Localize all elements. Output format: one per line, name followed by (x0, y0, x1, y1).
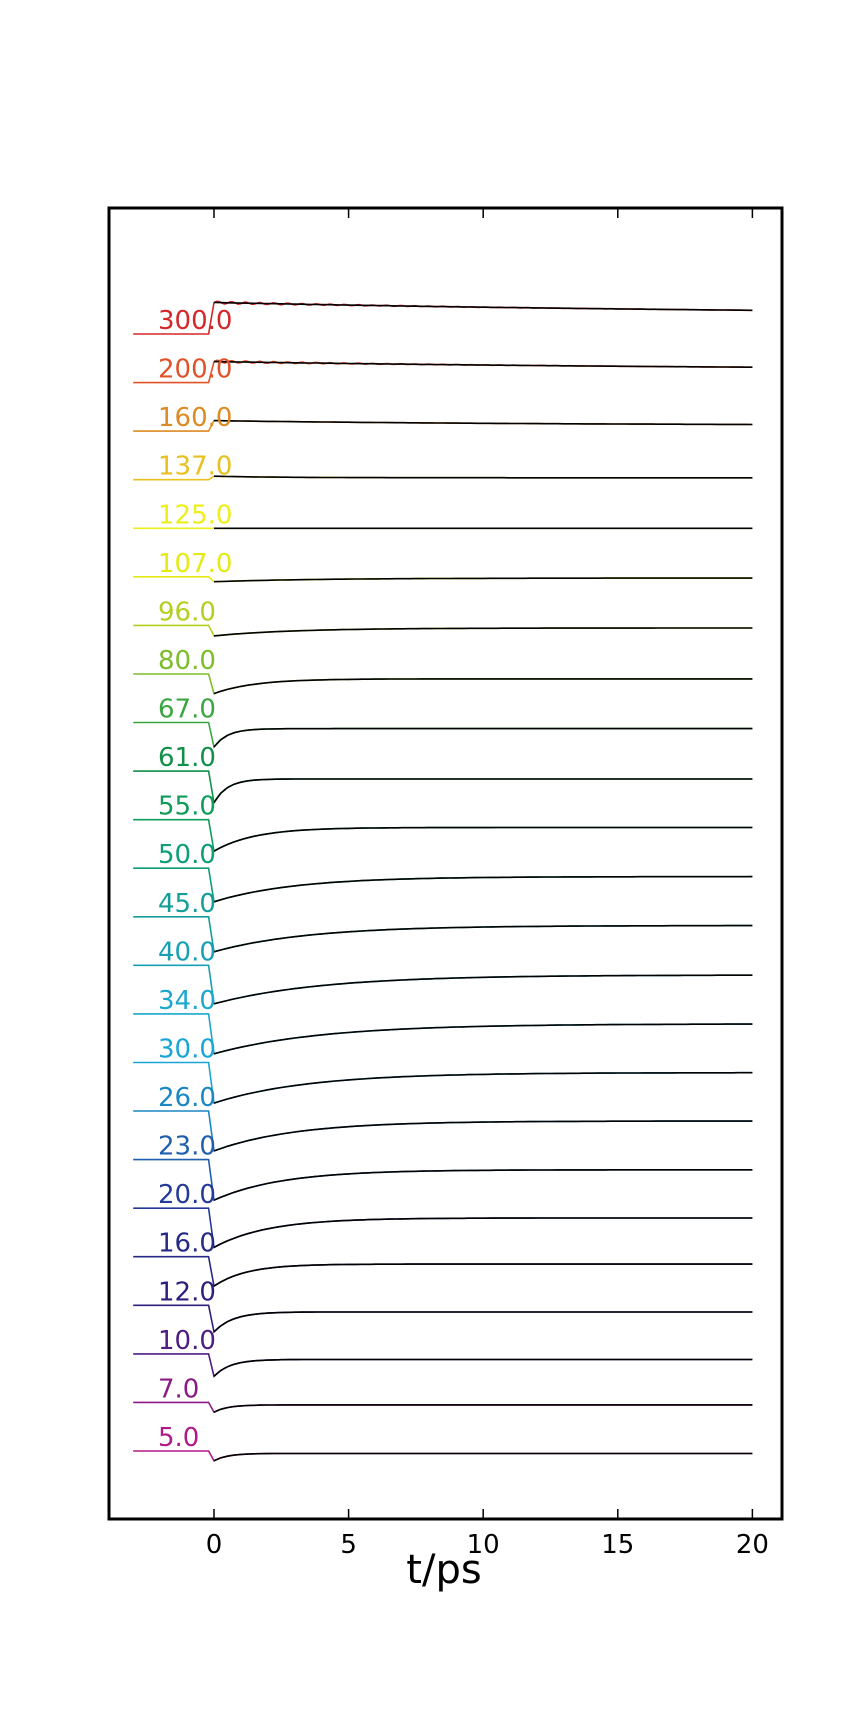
series-125.0: 125.0 (133, 500, 753, 530)
fit-line (213, 1169, 753, 1201)
x-tick-label: 15 (601, 1530, 634, 1560)
fit-line (213, 778, 753, 804)
series-line (133, 1304, 753, 1334)
series-label: 10.0 (158, 1326, 216, 1356)
series-137.0: 137.0 (133, 452, 753, 482)
series-label: 96.0 (158, 597, 216, 627)
series-label: 20.0 (158, 1180, 216, 1210)
series-label: 7.0 (158, 1374, 199, 1404)
fit-line (213, 1358, 753, 1377)
x-tick-label: 0 (206, 1530, 223, 1560)
series-label: 40.0 (158, 937, 216, 967)
fit-line (213, 924, 753, 953)
series-label: 67.0 (158, 695, 216, 725)
series-12.0: 12.0 (133, 1277, 753, 1334)
x-tick-label: 5 (340, 1530, 357, 1560)
series-67.0: 67.0 (133, 695, 753, 749)
fit-line (213, 627, 753, 637)
fit-line (213, 1452, 753, 1462)
series-label: 61.0 (158, 743, 216, 773)
series-26.0: 26.0 (133, 1083, 753, 1152)
series-10.0: 10.0 (133, 1326, 753, 1378)
series-label: 45.0 (158, 889, 216, 919)
series-label: 137.0 (158, 452, 232, 482)
fit-line (213, 826, 753, 852)
series-line (133, 964, 753, 1005)
series-line (133, 721, 753, 749)
series-line (133, 867, 753, 903)
series-label: 34.0 (158, 986, 216, 1016)
fit-line (213, 727, 753, 748)
series-label: 26.0 (158, 1083, 216, 1113)
fit-line (213, 577, 753, 583)
fit-line (213, 678, 753, 695)
series-96.0: 96.0 (133, 597, 753, 637)
series-34.0: 34.0 (133, 986, 753, 1055)
series-label: 5.0 (158, 1423, 199, 1453)
fit-line (213, 1217, 753, 1249)
fit-line (213, 1071, 753, 1104)
fit-line (213, 1263, 753, 1287)
series-line (133, 1158, 753, 1202)
series-label: 50.0 (158, 840, 216, 870)
series-label: 107.0 (158, 549, 232, 579)
series-16.0: 16.0 (133, 1229, 753, 1288)
fit-line (213, 1120, 753, 1152)
plot-frame (107, 206, 784, 1521)
series-40.0: 40.0 (133, 937, 753, 1005)
series-label: 16.0 (158, 1229, 216, 1259)
series-160.0: 160.0 (133, 403, 753, 433)
series-label: 200.0 (158, 355, 232, 385)
series-line (133, 673, 753, 695)
series-line (133, 818, 753, 853)
fit-line (213, 875, 753, 903)
series-30.0: 30.0 (133, 1034, 753, 1105)
series-label: 80.0 (158, 646, 216, 676)
fit-line (213, 974, 753, 1005)
series-line (133, 1353, 753, 1378)
series-50.0: 50.0 (133, 840, 753, 903)
x-tick-label: 20 (736, 1530, 769, 1560)
x-ticks: 0 5 10 15 20 (206, 208, 769, 1560)
series-line (133, 770, 753, 805)
series-45.0: 45.0 (133, 889, 753, 953)
fit-line (213, 1404, 753, 1413)
x-axis-label: t/ps (406, 1547, 481, 1593)
series-label: 160.0 (158, 403, 232, 433)
series-80.0: 80.0 (133, 646, 753, 695)
series-107.0: 107.0 (133, 549, 753, 583)
series-20.0: 20.0 (133, 1180, 753, 1249)
series-line (133, 916, 753, 953)
series-label: 125.0 (158, 500, 232, 530)
series-line (133, 1255, 753, 1288)
fit-line (213, 360, 753, 368)
fit-line (213, 301, 753, 312)
series-300.0: 300.0 (133, 300, 753, 336)
series-label: 300.0 (158, 306, 232, 336)
fit-line (213, 475, 753, 479)
series-label: 55.0 (158, 792, 216, 822)
x-tick-label: 10 (467, 1530, 500, 1560)
series-23.0: 23.0 (133, 1132, 753, 1202)
series-line (133, 1013, 753, 1055)
series-label: 12.0 (158, 1277, 216, 1307)
series-label: 30.0 (158, 1034, 216, 1064)
fit-line (213, 419, 753, 426)
series-200.0: 200.0 (133, 355, 753, 385)
series-line (133, 1061, 753, 1105)
series-5.0: 5.0 (133, 1423, 753, 1462)
series-group: 300.0 200.0 160.0 137.0 125.0 107.0 96.0 80.0 67… (133, 300, 753, 1462)
fit-line (213, 1023, 753, 1055)
series-label: 23.0 (158, 1132, 216, 1162)
series-line (133, 1110, 753, 1152)
fit-line (213, 1311, 753, 1333)
series-7.0: 7.0 (133, 1374, 753, 1414)
series-55.0: 55.0 (133, 792, 753, 853)
series-61.0: 61.0 (133, 743, 753, 805)
